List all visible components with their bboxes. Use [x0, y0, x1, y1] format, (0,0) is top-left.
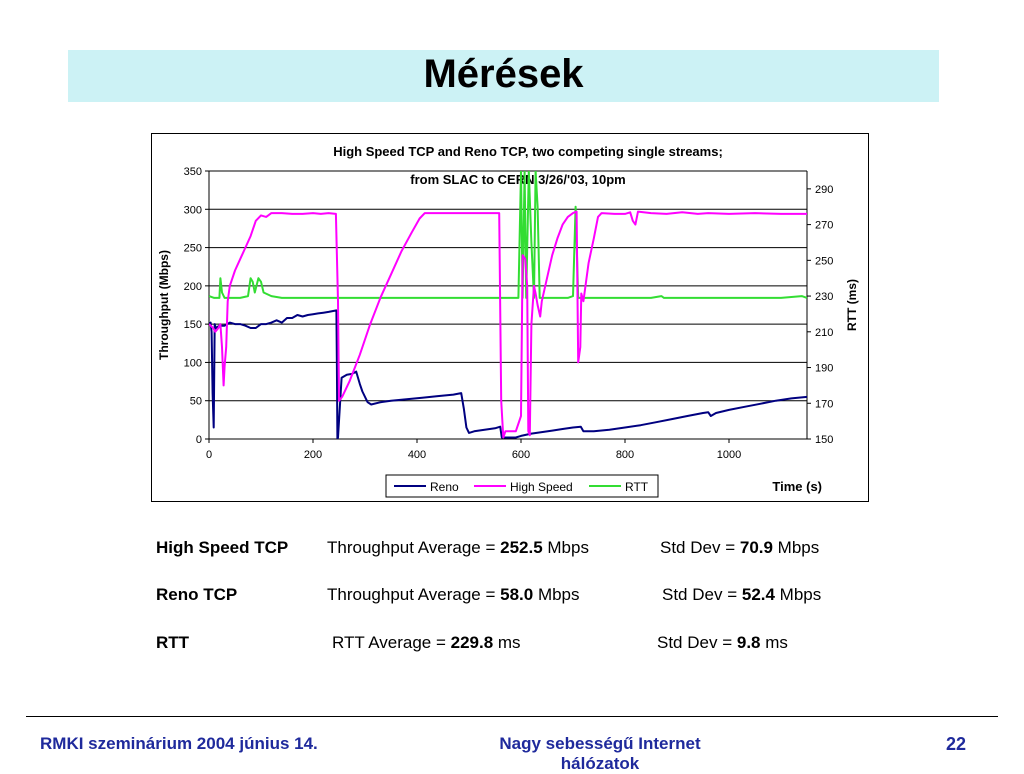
x-tick-label: 400 — [408, 449, 426, 461]
x-tick-label: 600 — [512, 449, 530, 461]
stat-avg-metric: RTT Average = — [332, 633, 451, 652]
chart-title-line2: from SLAC to CERN 3/26/'03, 10pm — [410, 172, 625, 187]
stat-std-highspeed: Std Dev = 70.9 Mbps — [660, 538, 819, 558]
y2-tick-label: 190 — [815, 363, 833, 375]
title-bar: Mérések — [68, 50, 939, 102]
y-tick-label: 100 — [184, 357, 202, 369]
stat-avg-unit: ms — [493, 633, 521, 652]
stat-avg-value: 252.5 — [500, 538, 543, 557]
stat-avg-unit: Mbps — [533, 585, 580, 604]
y2-tick-label: 270 — [815, 220, 833, 232]
stat-avg-value: 229.8 — [450, 633, 494, 652]
slide-title: Mérések — [423, 52, 584, 96]
stat-label-reno: Reno TCP — [156, 585, 238, 604]
stat-std-label: Std Dev = — [662, 585, 742, 604]
chart-frame: High Speed TCP and Reno TCP, two competi… — [151, 133, 869, 502]
y-tick-label: 150 — [184, 319, 202, 331]
stat-std-reno: Std Dev = 52.4 Mbps — [662, 585, 821, 605]
stat-std-label: Std Dev = — [657, 633, 737, 652]
stat-avg-metric: Throughput Average = — [327, 585, 501, 604]
stat-std-value: 52.4 — [741, 585, 775, 604]
chart-title-line1: High Speed TCP and Reno TCP, two competi… — [333, 144, 723, 159]
legend-label: Reno — [430, 480, 459, 494]
x-axis-title: Time (s) — [772, 479, 822, 494]
stat-avg-rtt: RTT Average = 229.8 ms — [332, 633, 521, 653]
y-tick-label: 250 — [184, 243, 202, 255]
stat-avg-metric: Throughput Average = — [327, 538, 501, 557]
stat-avg-unit: Mbps — [542, 538, 589, 557]
y2-axis-title: RTT (ms) — [845, 279, 859, 331]
stat-std-value: 9.8 — [736, 633, 761, 652]
stat-std-value: 70.9 — [739, 538, 773, 557]
stat-avg-highspeed: Throughput Average = 252.5 Mbps — [327, 538, 589, 558]
x-tick-label: 0 — [206, 449, 212, 461]
x-tick-label: 1000 — [717, 449, 741, 461]
page-number: 22 — [946, 734, 967, 754]
stat-avg-reno: Throughput Average = 58.0 Mbps — [327, 585, 580, 605]
y2-tick-label: 210 — [815, 327, 833, 339]
stat-std-unit: Mbps — [772, 538, 820, 557]
series-line-rtt — [209, 171, 807, 299]
throughput-chart: High Speed TCP and Reno TCP, two competi… — [157, 144, 859, 498]
x-tick-label: 800 — [616, 449, 634, 461]
y-tick-label: 200 — [184, 281, 202, 293]
stat-std-unit: Mbps — [774, 585, 822, 604]
y-tick-label: 350 — [184, 166, 202, 178]
stat-label-rtt: RTT — [156, 633, 190, 652]
legend-box — [385, 474, 659, 498]
y-axis-title: Throughput (Mbps) — [157, 250, 171, 360]
y2-tick-label: 170 — [815, 398, 833, 410]
footer-title: Nagy sebességű Internet hálózatok — [499, 734, 701, 773]
stat-std-rtt: Std Dev = 9.8 ms — [657, 633, 788, 653]
y-tick-label: 0 — [196, 434, 202, 446]
y2-tick-label: 150 — [815, 434, 833, 446]
footer-divider — [26, 716, 998, 717]
y2-tick-label: 250 — [815, 255, 833, 267]
y2-tick-label: 230 — [815, 291, 833, 303]
stat-std-label: Std Dev = — [660, 538, 740, 557]
y-tick-label: 50 — [190, 396, 202, 408]
stat-std-unit: ms — [760, 633, 788, 652]
legend-label: RTT — [625, 480, 649, 494]
series-line-high-speed — [209, 210, 807, 439]
y-tick-label: 300 — [184, 204, 202, 216]
stat-avg-value: 58.0 — [500, 585, 534, 604]
legend-label: High Speed — [510, 480, 573, 494]
x-tick-label: 200 — [304, 449, 322, 461]
stat-label-highspeed: High Speed TCP — [156, 538, 289, 557]
y2-tick-label: 290 — [815, 184, 833, 196]
footer-event: RMKI szeminárium 2004 június 14. — [40, 734, 318, 753]
series-line-reno — [209, 309, 807, 439]
